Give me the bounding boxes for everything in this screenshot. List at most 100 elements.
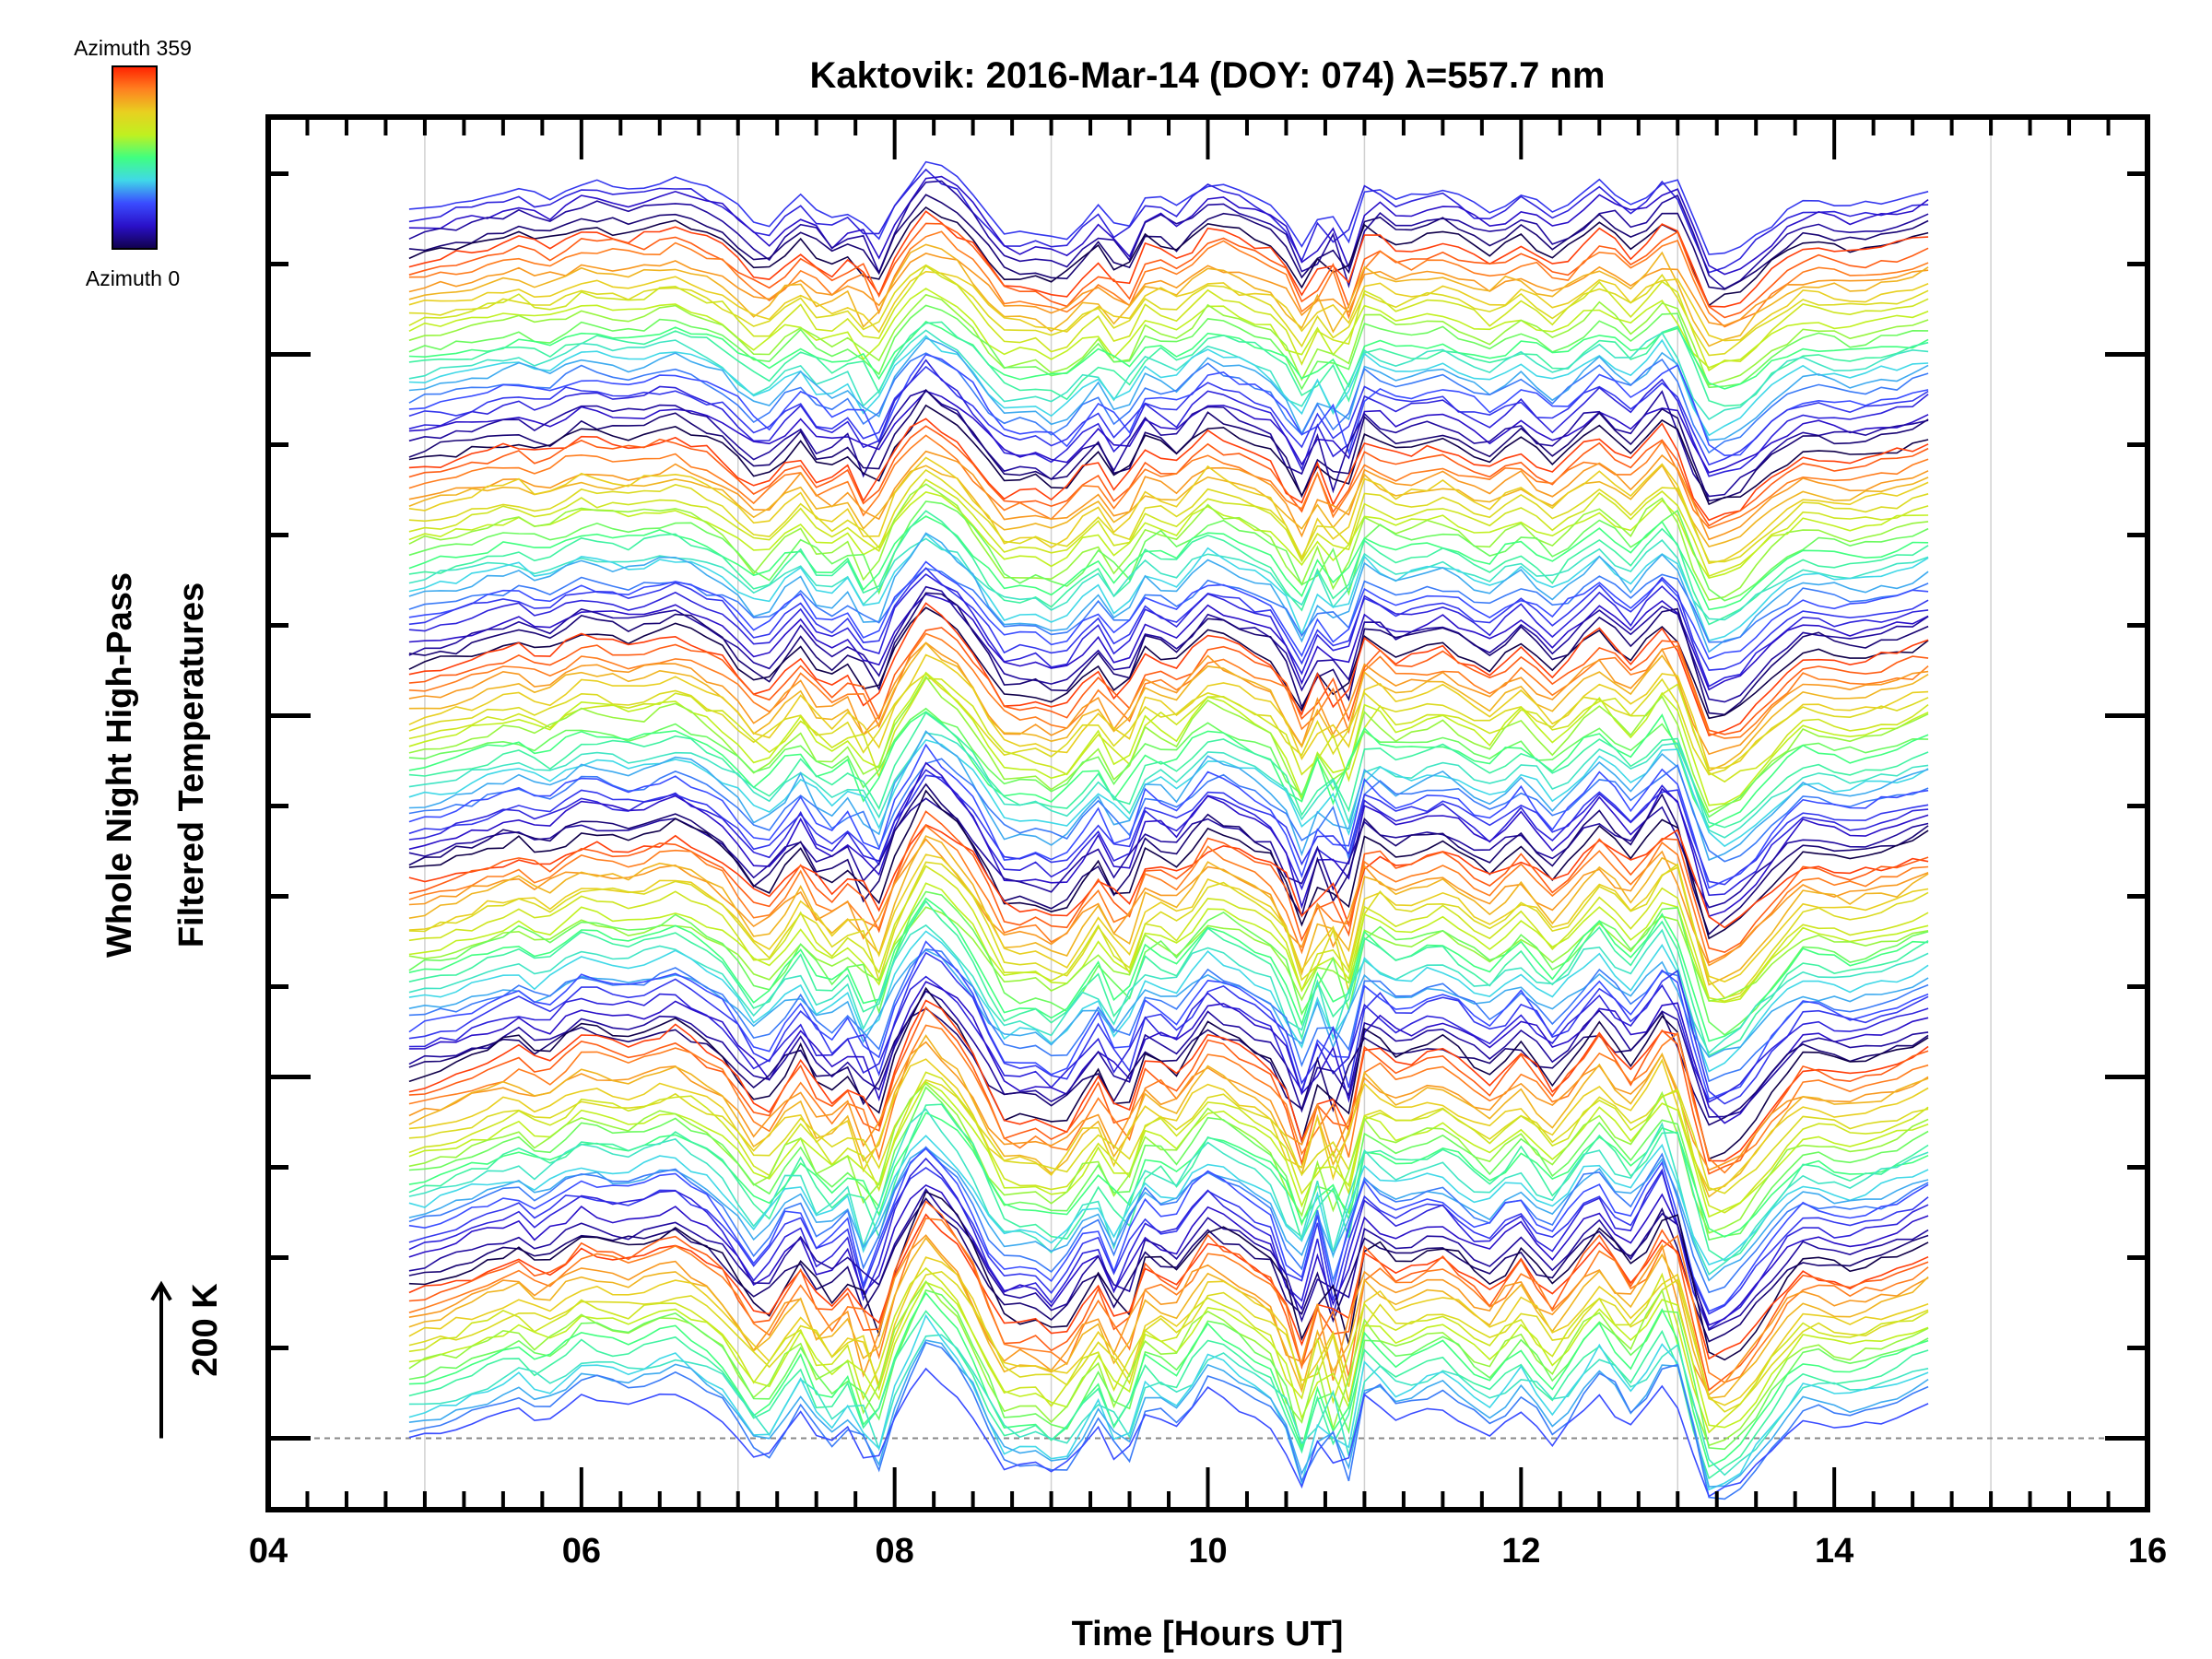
series-line-ring2-az285 [408, 464, 1929, 548]
series-line-ring6-az30 [408, 1187, 1929, 1332]
y-axis-label: Whole Night High-Pass Filtered Temperatu… [100, 572, 211, 958]
series-line-ring1-az255 [408, 264, 1929, 357]
series-line-ring3-az75 [408, 567, 1929, 671]
series-line-ring4-az210 [408, 906, 1929, 1002]
x-tick-label: 16 [2128, 1532, 2167, 1571]
series-line-ring5-az105 [408, 1146, 1929, 1294]
colorbar: Azimuth 359 Azimuth 0 [74, 36, 192, 290]
series-line-ring4-az285 [408, 835, 1929, 986]
series-line-ring6-az315 [408, 1217, 1929, 1383]
series-line-ring2-az45 [408, 390, 1929, 474]
series-line-ring2-az120 [408, 532, 1929, 653]
series-line-ring5-az90 [408, 1147, 1929, 1312]
series-line-ring5-az315 [408, 1024, 1929, 1174]
series-line-ring6-az285 [408, 1236, 1929, 1399]
series-line-ring2-az255 [408, 468, 1929, 563]
series-line-ring6-az0 [408, 1191, 1929, 1361]
series-line-ring1-az75 [408, 160, 1929, 255]
series-line-ring4-az75 [408, 774, 1929, 886]
x-tick-label: 06 [562, 1532, 601, 1571]
series-line-ring1-az180 [408, 321, 1929, 390]
series-line-ring6-az330 [408, 1200, 1929, 1392]
series-line-ring3-az150 [408, 732, 1929, 839]
chart-title: Kaktovik: 2016-Mar-14 (DOY: 074) λ=557.7… [810, 55, 1606, 96]
series-line-ring2-az195 [408, 500, 1929, 602]
series-line-ring1-az240 [408, 265, 1929, 371]
series-line-ring2-az240 [408, 478, 1929, 578]
series-line-ring2-az75 [408, 365, 1929, 466]
series-line-ring3-az120 [408, 730, 1929, 862]
series-line-ring1-az45 [408, 175, 1929, 276]
scale-bar-arrowhead-icon [150, 1280, 172, 1301]
series-line-ring2-az30 [408, 389, 1929, 498]
series-line-ring2-az105 [408, 568, 1929, 643]
series-line-ring2-az15 [408, 388, 1929, 502]
series-line-ring2-az60 [408, 359, 1929, 477]
series-line-ring4-az240 [408, 865, 1929, 1003]
series-line-ring5-az285 [408, 1034, 1929, 1198]
series-line-ring5-az30 [408, 990, 1929, 1118]
series-line-ring1-az300 [408, 253, 1929, 327]
series-line-ring2-az150 [408, 537, 1929, 621]
series-group [408, 160, 1929, 1500]
series-line-ring6-az180 [408, 1291, 1929, 1468]
series-line-ring3-az165 [408, 712, 1929, 829]
series-line-ring1-az225 [408, 288, 1929, 369]
series-line-ring4-az45 [408, 761, 1929, 918]
series-line-ring1-az150 [408, 329, 1929, 420]
x-tick-label: 14 [1815, 1532, 1853, 1571]
colorbar-label-bottom: Azimuth 0 [86, 266, 180, 290]
x-axis-label: Time [Hours UT] [1072, 1615, 1344, 1653]
scale-bar-label: 200 K [186, 1283, 225, 1377]
x-tick-label: 08 [876, 1532, 914, 1571]
series-line-ring4-az90 [408, 940, 1929, 1100]
series-line-ring6-az105 [408, 1341, 1929, 1500]
series-line-ring3-az270 [408, 653, 1929, 770]
series-line-ring3-az210 [408, 675, 1929, 814]
series-line-ring6-az255 [408, 1270, 1929, 1413]
x-tick-label: 10 [1188, 1532, 1227, 1571]
axis-ticks [268, 117, 2147, 1510]
series-line-ring1-az210 [408, 293, 1929, 386]
x-tick-label: 12 [1501, 1532, 1540, 1571]
series-line-ring3-az30 [408, 585, 1929, 703]
x-tick-label: 04 [249, 1532, 288, 1571]
series-line-ring5-az195 [408, 1086, 1929, 1241]
colorbar-label-top: Azimuth 359 [74, 36, 192, 60]
series-line-ring2-az165 [408, 510, 1929, 626]
series-line-ring2-az300 [408, 450, 1929, 541]
series-line-ring3-az60 [408, 572, 1929, 688]
series-line-ring1-az315 [408, 230, 1929, 328]
series-line-ring2-az0 [408, 404, 1929, 506]
series-line-ring5-az45 [408, 981, 1929, 1124]
series-line-ring3-az225 [408, 671, 1929, 806]
series-line-ring4-az180 [408, 897, 1929, 1042]
series-line-ring4-az345 [408, 824, 1929, 929]
series-line-ring4-az315 [408, 824, 1929, 964]
series-line-ring6-az270 [408, 1256, 1929, 1406]
series-line-ring3-az45 [408, 593, 1929, 691]
series-line-ring4-az135 [408, 930, 1929, 1073]
series-line-ring6-az90 [408, 1367, 1929, 1498]
series-line-ring1-az195 [408, 304, 1929, 391]
series-line-ring1-az330 [408, 222, 1929, 319]
x-tick-labels: 04 06 08 10 12 14 16 [249, 1532, 2167, 1571]
series-line-ring3-az0 [408, 606, 1929, 720]
series-line-ring5-az150 [408, 1108, 1929, 1276]
series-line-ring1-az270 [408, 270, 1929, 342]
series-line-ring4-az105 [408, 947, 1929, 1083]
series-line-ring3-az90 [408, 743, 1929, 889]
series-line-ring3-az315 [408, 632, 1929, 739]
scale-bar: 200 K [150, 1280, 225, 1439]
series-line-ring2-az330 [408, 425, 1929, 527]
series-line-ring6-az240 [408, 1266, 1929, 1434]
series-line-ring5-az225 [408, 1080, 1929, 1218]
series-line-ring4-az330 [408, 810, 1929, 954]
series-line-ring3-az195 [408, 707, 1929, 818]
series-line-ring2-az225 [408, 491, 1929, 580]
series-line-ring4-az255 [408, 861, 1929, 999]
series-line-ring2-az345 [408, 418, 1929, 522]
series-line-ring6-az195 [408, 1288, 1929, 1451]
series-line-ring5-az300 [408, 1041, 1929, 1171]
